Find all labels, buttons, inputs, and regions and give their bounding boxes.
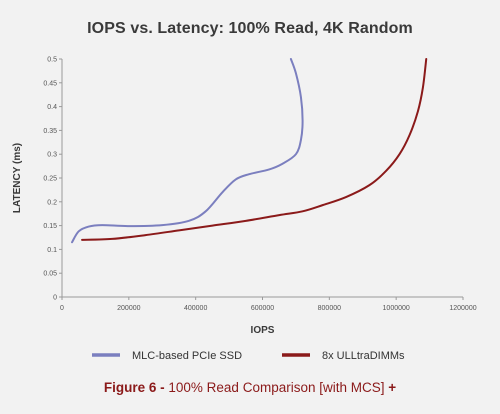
x-tick-label: 1000000: [383, 305, 410, 312]
y-tick-label: 0.1: [47, 247, 57, 254]
y-tick-label: 0.4: [47, 104, 57, 111]
chart-axes: [61, 59, 463, 298]
x-tick-label: 1200000: [449, 305, 476, 312]
y-tick-label: 0.25: [43, 176, 57, 183]
y-tick-label: 0.15: [43, 223, 57, 230]
figure-number: Figure 6 -: [103, 380, 165, 395]
x-tick-label: 600000: [251, 305, 274, 312]
chart-legend: MLC-based PCIe SSD 8x ULLtraDIMMs: [92, 350, 405, 362]
figure-caption: Figure 6 - 100% Read Comparison [with MC…: [0, 380, 500, 395]
figure-caption-text: 100% Read Comparison [with MCS]: [164, 380, 389, 395]
x-tick-label: 200000: [117, 305, 140, 312]
legend-label-1: MLC-based PCIe SSD: [132, 350, 242, 362]
series-line-2: [81, 58, 428, 241]
y-tick-label: 0: [53, 295, 57, 302]
series-line-1: [71, 58, 304, 244]
y-tick-label: 0.45: [43, 80, 57, 87]
y-axis-ticks: 0 0.05 0.1 0.15 0.2 0.25 0.3 0.35 0.4 0.45 0.5: [43, 57, 62, 302]
y-tick-label: 0.2: [47, 199, 57, 206]
legend-label-2: 8x ULLtraDIMMs: [322, 350, 405, 362]
y-axis-label: LATENCY (ms): [12, 143, 23, 213]
x-tick-label: 0: [60, 305, 64, 312]
x-tick-label: 400000: [184, 305, 207, 312]
y-tick-label: 0.5: [47, 57, 57, 64]
expand-plus-icon[interactable]: +: [388, 380, 397, 395]
x-tick-label: 800000: [318, 305, 341, 312]
y-tick-label: 0.05: [43, 271, 57, 278]
chart-series: [71, 58, 428, 244]
x-axis-label: IOPS: [251, 325, 275, 336]
y-tick-label: 0.35: [43, 128, 57, 135]
y-tick-label: 0.3: [47, 152, 57, 159]
x-axis-ticks: 0 200000 400000 600000 800000 1000000 1200000: [60, 297, 477, 312]
chart-title: IOPS vs. Latency: 100% Read, 4K Random: [87, 20, 413, 37]
